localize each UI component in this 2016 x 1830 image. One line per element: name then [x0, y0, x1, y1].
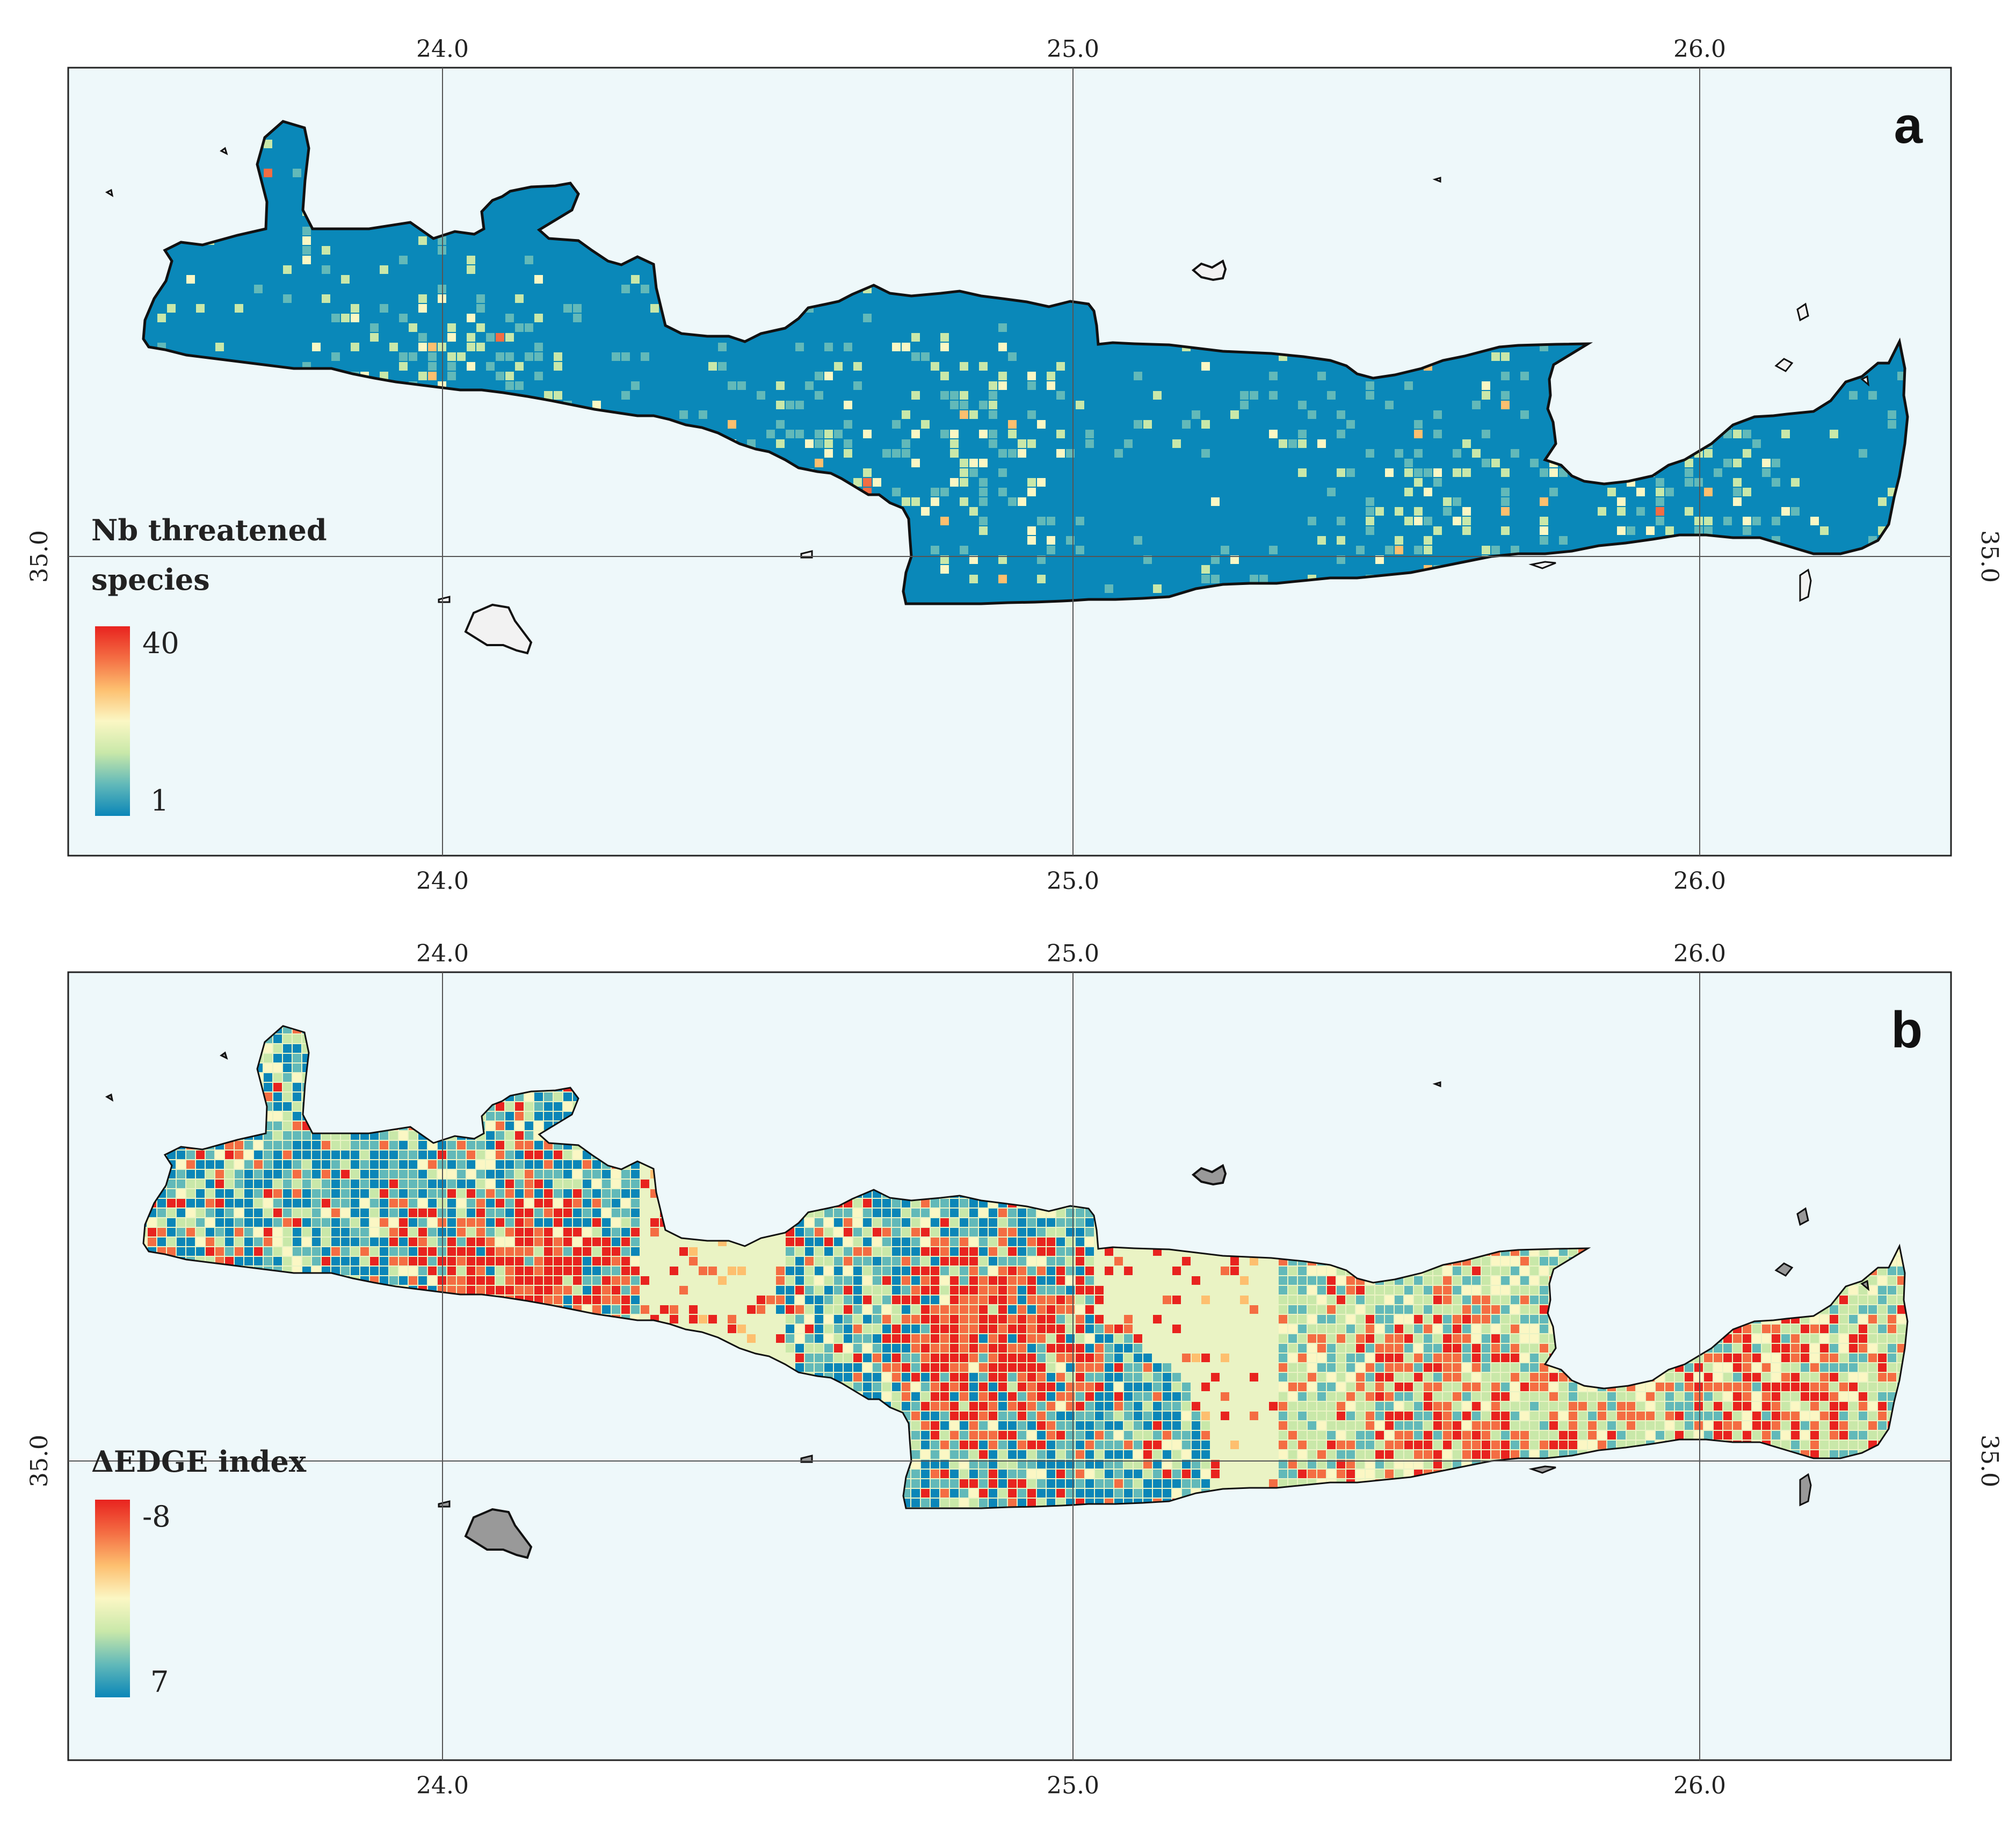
legend-colorbar	[95, 626, 130, 816]
legend-colorbar	[95, 1500, 130, 1697]
panel-b: 24.0 24.0 25.0 25.0 26.0 26.0 35.0 35.0 b ΔEDGE i…	[26, 940, 2003, 1799]
lon-tick-top: 25.0	[1047, 940, 1099, 967]
legend-max-label: -8	[142, 1500, 171, 1534]
legend-min-label: 7	[150, 1665, 169, 1699]
lon-tick-bottom: 25.0	[1047, 867, 1099, 895]
legend-title: ΔEDGE index	[91, 1444, 307, 1479]
lon-tick-bottom: 24.0	[416, 867, 469, 895]
lon-tick-bottom: 26.0	[1673, 1772, 1726, 1799]
legend-title: species	[91, 562, 210, 597]
lat-tick-right: 35.0	[1976, 530, 2003, 583]
lon-tick-top: 24.0	[416, 940, 469, 967]
lon-tick-top: 26.0	[1673, 940, 1726, 967]
lat-tick-left: 35.0	[26, 530, 53, 583]
lon-tick-bottom: 24.0	[416, 1772, 469, 1799]
lon-tick-bottom: 26.0	[1673, 867, 1726, 895]
lon-tick-top: 24.0	[416, 35, 469, 63]
legend-min-label: 1	[150, 784, 169, 818]
panel-a: 24.0 24.0 25.0 25.0 26.0 26.0 35.0 35.0 a Nb thre…	[26, 35, 2003, 895]
lon-tick-bottom: 25.0	[1047, 1772, 1099, 1799]
legend-title: Nb threatened	[91, 513, 327, 547]
legend-max-label: 40	[142, 626, 179, 660]
panel-letter: b	[1891, 1001, 1923, 1059]
lat-tick-right: 35.0	[1976, 1435, 2003, 1487]
lon-tick-top: 26.0	[1673, 35, 1726, 63]
panel-letter: a	[1894, 97, 1923, 154]
lat-tick-left: 35.0	[26, 1435, 53, 1487]
lon-tick-top: 25.0	[1047, 35, 1099, 63]
